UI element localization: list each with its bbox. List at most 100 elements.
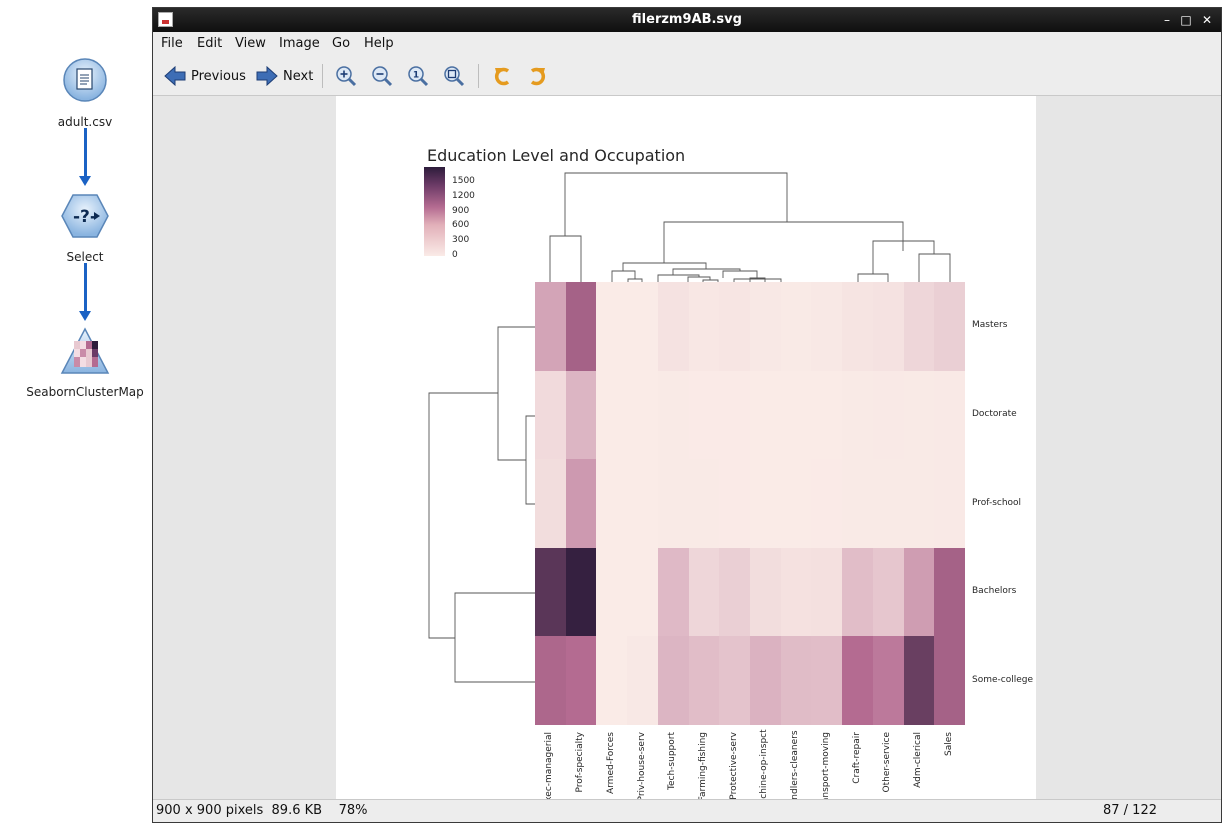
heatmap-cell xyxy=(596,282,628,371)
column-label: Other-service xyxy=(882,732,893,793)
minimize-icon[interactable]: – xyxy=(1164,13,1170,27)
connector-line xyxy=(84,263,87,311)
csv-node-label: adult.csv xyxy=(57,115,113,129)
heatmap-cell xyxy=(811,636,843,725)
toolbar-separator xyxy=(478,64,479,88)
menu-file[interactable]: File xyxy=(161,36,183,51)
heatmap-cell xyxy=(842,459,873,548)
heatmap-cell xyxy=(842,282,873,371)
heatmap-cell xyxy=(872,547,904,637)
zoom-out-icon[interactable] xyxy=(371,65,393,87)
heatmap-cell xyxy=(535,370,566,460)
heatmap-cell xyxy=(780,459,812,548)
heatmap-cell xyxy=(596,547,628,637)
next-label: Next xyxy=(283,68,314,84)
arrow-head-icon xyxy=(79,176,91,186)
heatmap-cell xyxy=(750,370,781,460)
image-canvas: Education Level and Occupation 0 300 600 90… xyxy=(336,96,1036,799)
column-label: Adm-clerical xyxy=(912,732,923,788)
heatmap-cell xyxy=(811,547,843,637)
column-label: Tech-support xyxy=(667,732,678,790)
status-page-counter: 87 / 122 xyxy=(1103,803,1157,818)
heatmap-row xyxy=(535,636,966,725)
next-button[interactable]: Next xyxy=(256,64,313,88)
heatmap-cell xyxy=(596,636,628,725)
status-info: 900 x 900 pixels 89.6 KB 78% xyxy=(156,803,368,818)
heatmap-cell xyxy=(811,370,843,460)
rotate-left-icon[interactable] xyxy=(491,65,513,87)
heatmap-cell xyxy=(627,370,658,460)
toolbar: Previous Next 1 xyxy=(153,56,1221,96)
heatmap-cell xyxy=(780,636,812,725)
colorbar-tick-label: 1500 xyxy=(452,175,475,186)
rotate-right-icon[interactable] xyxy=(527,65,549,87)
heatmap-cell xyxy=(596,370,628,460)
row-label: Masters xyxy=(972,320,1008,331)
column-label: Handlers-cleaners xyxy=(790,730,801,799)
maximize-icon[interactable]: □ xyxy=(1180,13,1192,27)
heatmap-cell xyxy=(934,370,966,460)
select-node-icon: -?- xyxy=(61,194,109,238)
heatmap-cell xyxy=(719,370,751,460)
heatmap-cell xyxy=(903,636,935,725)
csv-file-icon xyxy=(63,58,107,102)
heatmap-cell xyxy=(719,459,751,548)
menu-go[interactable]: Go xyxy=(332,36,351,51)
heatmap-cell xyxy=(750,547,781,637)
menu-image[interactable]: Image xyxy=(279,36,320,51)
clustermap-node[interactable] xyxy=(60,327,110,377)
colorbar-tick-label: 1200 xyxy=(452,190,475,201)
clustermap-node-icon xyxy=(60,327,110,374)
heatmap-cell xyxy=(535,547,566,637)
title-bar[interactable]: filerzm9AB.svg – □ ✕ xyxy=(153,8,1221,32)
zoom-fit-icon[interactable] xyxy=(443,65,465,87)
select-node-label: Select xyxy=(66,250,104,264)
csv-node[interactable] xyxy=(62,57,108,107)
image-viewport[interactable]: Education Level and Occupation 0 300 600 90… xyxy=(153,96,1221,799)
heatmap-row xyxy=(535,370,966,460)
workflow-canvas: adult.csv -?- Select SeabornClusterMap xyxy=(0,0,152,830)
heatmap-cell xyxy=(688,370,720,460)
heatmap-cell xyxy=(565,547,597,637)
previous-button[interactable]: Previous xyxy=(164,64,246,88)
row-label: Some-college xyxy=(972,674,1034,685)
select-node[interactable]: -?- xyxy=(60,192,110,240)
row-dendrogram xyxy=(428,326,535,683)
heatmap-cell xyxy=(627,459,658,548)
heatmap-cell xyxy=(842,370,873,460)
svg-text:1: 1 xyxy=(413,71,419,81)
menu-help[interactable]: Help xyxy=(364,36,394,51)
heatmap-cell xyxy=(750,282,781,371)
column-label: Prof-specialty xyxy=(575,732,586,793)
heatmap-cell xyxy=(535,459,566,548)
close-icon[interactable]: ✕ xyxy=(1201,13,1213,27)
heatmap-cell xyxy=(565,459,597,548)
window-title: filerzm9AB.svg xyxy=(632,12,742,27)
zoom-100-icon[interactable]: 1 xyxy=(407,65,429,87)
column-dendrogram xyxy=(549,172,951,282)
image-viewer-window: filerzm9AB.svg – □ ✕ File Edit View Imag… xyxy=(152,7,1222,823)
colorbar-tick-label: 600 xyxy=(452,220,470,231)
menu-edit[interactable]: Edit xyxy=(197,36,223,51)
heatmap-cell xyxy=(934,636,966,725)
heatmap-cell xyxy=(872,370,904,460)
heatmap-cell xyxy=(780,547,812,637)
colorbar-tick-label: 0 xyxy=(452,250,458,260)
heatmap-cell xyxy=(719,636,751,725)
heatmap-cell xyxy=(657,459,689,548)
heatmap-cell xyxy=(657,547,689,637)
heatmap-cell xyxy=(719,547,751,637)
heatmap-cell xyxy=(780,370,812,460)
menu-view[interactable]: View xyxy=(235,36,266,51)
heatmap-cell xyxy=(688,547,720,637)
heatmap-cell xyxy=(657,282,689,371)
arrow-right-icon xyxy=(256,66,278,86)
colorbar-tick-label: 900 xyxy=(452,205,470,216)
heatmap-grid xyxy=(535,282,966,725)
zoom-in-icon[interactable] xyxy=(335,65,357,87)
heatmap-cell xyxy=(842,547,873,637)
heatmap-cell xyxy=(872,636,904,725)
heatmap-row xyxy=(535,547,966,637)
heatmap-cell xyxy=(565,282,597,371)
heatmap-cell xyxy=(535,636,566,725)
